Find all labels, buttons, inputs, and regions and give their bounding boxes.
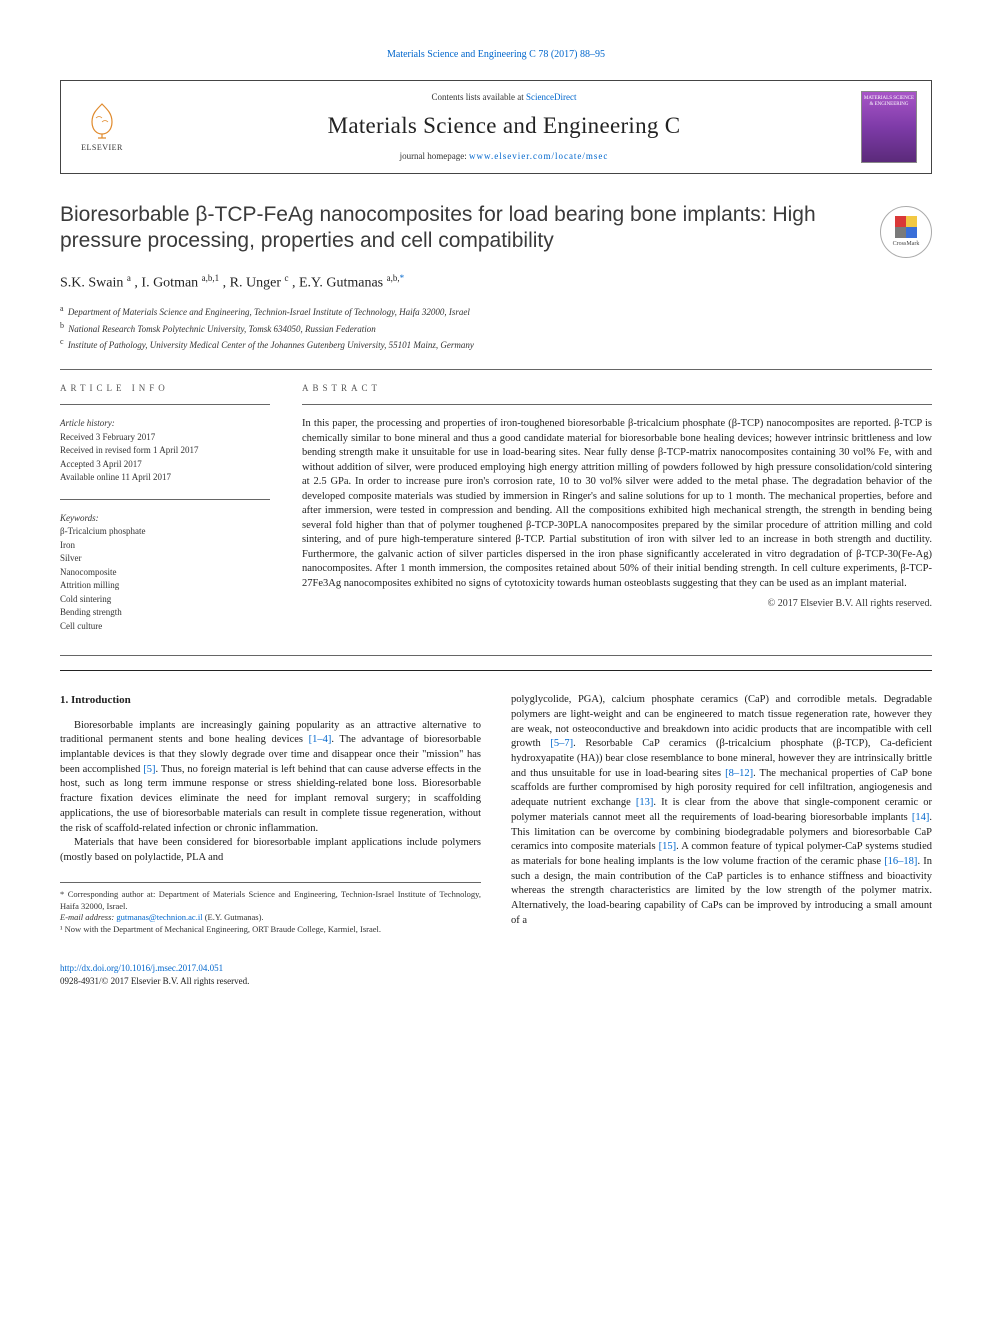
body-paragraph: polyglycolide, PGA), calcium phosphate c… xyxy=(511,693,932,928)
sciencedirect-link[interactable]: ScienceDirect xyxy=(526,92,576,102)
info-divider xyxy=(60,404,270,405)
footnotes: * Corresponding author at: Department of… xyxy=(60,882,481,937)
crossmark-label: CrossMark xyxy=(893,240,920,248)
section-heading-intro: 1. Introduction xyxy=(60,693,481,708)
history-accepted: Accepted 3 April 2017 xyxy=(60,458,270,472)
journal-homepage-line: journal homepage: www.elsevier.com/locat… xyxy=(147,150,861,163)
corresponding-author-footnote: * Corresponding author at: Department of… xyxy=(60,889,481,913)
section-divider xyxy=(60,369,932,370)
journal-cover-thumbnail: MATERIALS SCIENCE & ENGINEERING xyxy=(861,91,917,163)
elsevier-tree-icon xyxy=(82,100,122,140)
section-divider xyxy=(60,655,932,656)
reference-link[interactable]: [8–12] xyxy=(725,768,753,779)
body-paragraph: Materials that have been considered for … xyxy=(60,836,481,865)
reference-link[interactable]: [15] xyxy=(659,841,677,852)
keyword: Bending strength xyxy=(60,606,270,620)
history-revised: Received in revised form 1 April 2017 xyxy=(60,444,270,458)
affiliation-b: National Research Tomsk Polytechnic Univ… xyxy=(68,324,375,334)
history-received: Received 3 February 2017 xyxy=(60,431,270,445)
publisher-logo: ELSEVIER xyxy=(75,96,129,158)
issn-copyright: 0928-4931/© 2017 Elsevier B.V. All right… xyxy=(60,975,249,988)
contents-line: Contents lists available at ScienceDirec… xyxy=(147,91,861,104)
keyword: Cell culture xyxy=(60,620,270,634)
crossmark-icon xyxy=(895,216,917,238)
article-title: Bioresorbable β-TCP-FeAg nanocomposites … xyxy=(60,202,864,255)
history-label: Article history: xyxy=(60,417,270,431)
reference-link[interactable]: [13] xyxy=(636,797,654,808)
article-info-label: ARTICLE INFO xyxy=(60,382,270,395)
keyword: β-Tricalcium phosphate xyxy=(60,525,270,539)
abstract-text: In this paper, the processing and proper… xyxy=(302,417,932,591)
reference-link[interactable]: [5–7] xyxy=(550,738,573,749)
journal-name: Materials Science and Engineering C xyxy=(147,110,861,142)
journal-cover-text: MATERIALS SCIENCE & ENGINEERING xyxy=(862,96,916,107)
journal-header: ELSEVIER Contents lists available at Sci… xyxy=(60,80,932,174)
keywords-block: Keywords: β-Tricalcium phosphate Iron Si… xyxy=(60,512,270,634)
author-2: , I. Gotman xyxy=(134,276,201,291)
affiliations: a Department of Materials Science and En… xyxy=(60,303,932,353)
keyword: Cold sintering xyxy=(60,593,270,607)
abstract-divider xyxy=(302,404,932,405)
publisher-name: ELSEVIER xyxy=(81,142,123,153)
email-link[interactable]: gutmanas@technion.ac.il xyxy=(116,912,202,922)
reference-link[interactable]: [16–18] xyxy=(884,856,917,867)
author-list: S.K. Swain a , I. Gotman a,b,1 , R. Unge… xyxy=(60,272,932,293)
author-4: , E.Y. Gutmanas xyxy=(292,276,387,291)
author-1: S.K. Swain xyxy=(60,276,127,291)
info-divider xyxy=(60,499,270,500)
article-body: 1. Introduction Bioresorbable implants a… xyxy=(60,693,932,936)
corresponding-author-link[interactable]: * xyxy=(400,273,405,283)
top-citation: Materials Science and Engineering C 78 (… xyxy=(60,48,932,62)
crossmark-badge[interactable]: CrossMark xyxy=(880,206,932,258)
affiliation-a: Department of Materials Science and Engi… xyxy=(68,307,470,317)
history-available: Available online 11 April 2017 xyxy=(60,471,270,485)
abstract-label: ABSTRACT xyxy=(302,382,932,395)
thick-divider xyxy=(60,670,932,671)
reference-link[interactable]: [14] xyxy=(912,812,930,823)
journal-homepage-link[interactable]: www.elsevier.com/locate/msec xyxy=(469,151,608,161)
top-citation-link[interactable]: Materials Science and Engineering C 78 (… xyxy=(387,49,605,60)
keyword: Silver xyxy=(60,552,270,566)
doi-link[interactable]: http://dx.doi.org/10.1016/j.msec.2017.04… xyxy=(60,963,223,973)
author-note-1: ¹ Now with the Department of Mechanical … xyxy=(60,924,481,936)
abstract-copyright: © 2017 Elsevier B.V. All rights reserved… xyxy=(302,597,932,611)
article-history: Article history: Received 3 February 201… xyxy=(60,417,270,485)
doi-block: http://dx.doi.org/10.1016/j.msec.2017.04… xyxy=(60,962,249,987)
body-paragraph: Bioresorbable implants are increasingly … xyxy=(60,719,481,837)
keywords-label: Keywords: xyxy=(60,512,270,526)
affiliation-c: Institute of Pathology, University Medic… xyxy=(68,340,474,350)
reference-link[interactable]: [1–4] xyxy=(309,734,332,745)
author-3: , R. Unger xyxy=(223,276,285,291)
page-footer: http://dx.doi.org/10.1016/j.msec.2017.04… xyxy=(60,962,932,987)
keyword: Iron xyxy=(60,539,270,553)
email-footnote: E-mail address: gutmanas@technion.ac.il … xyxy=(60,912,481,924)
keyword: Attrition milling xyxy=(60,579,270,593)
keyword: Nanocomposite xyxy=(60,566,270,580)
reference-link[interactable]: [5] xyxy=(143,764,155,775)
